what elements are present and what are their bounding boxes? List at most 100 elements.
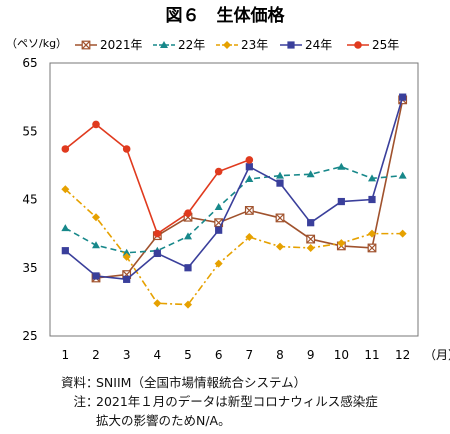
- x-tick-label: 3: [123, 348, 131, 362]
- data-point: [61, 247, 69, 255]
- data-point: [245, 163, 253, 171]
- data-point: [61, 185, 70, 194]
- data-point: [276, 179, 284, 187]
- x-axis: 1 2 3 4 5 6 7 8 9 10 11 12: [62, 348, 411, 362]
- data-point: [215, 226, 223, 234]
- legend-item: 22年: [153, 38, 205, 52]
- legend-item: 24年: [280, 38, 332, 52]
- note-label: 注: [73, 394, 86, 409]
- data-point: [92, 241, 100, 249]
- data-point: [368, 195, 376, 204]
- data-point: [214, 167, 223, 176]
- data-point: [307, 219, 315, 227]
- x-tick-label: 6: [215, 348, 223, 362]
- x-axis-unit-label: （月）: [424, 348, 450, 362]
- data-point: [122, 145, 131, 153]
- data-point: [123, 275, 131, 283]
- data-point: [245, 175, 254, 183]
- data-point: [275, 213, 285, 223]
- note-line-1: 2021年１月のデータは新型コロナウィルス感染症: [96, 394, 378, 409]
- data-point: [337, 239, 346, 248]
- data-point: [184, 264, 192, 272]
- data-point: [276, 242, 284, 251]
- data-point: [398, 229, 407, 238]
- source-label: 資料: [60, 375, 86, 390]
- legend-item: 25年: [347, 38, 399, 52]
- legend-marker: [354, 41, 362, 49]
- data-point: [184, 300, 192, 309]
- y-axis: 25 35 45 55 65: [22, 56, 37, 343]
- data-point: [368, 229, 376, 238]
- series-0: [91, 95, 408, 283]
- data-point: [245, 233, 254, 242]
- legend-label: 23年: [241, 38, 268, 52]
- data-point: [306, 243, 315, 252]
- x-tick-label: 1: [62, 348, 70, 362]
- data-point: [398, 171, 407, 179]
- legend-label: 22年: [178, 38, 205, 52]
- x-tick-label: 2: [92, 348, 100, 362]
- legend-label: 24年: [305, 38, 332, 52]
- data-point: [337, 162, 346, 170]
- x-tick-label: 7: [246, 348, 254, 362]
- data-point: [306, 234, 316, 244]
- legend-label: 25年: [372, 38, 399, 52]
- series-3: [61, 93, 407, 283]
- y-tick-label: 35: [22, 261, 37, 275]
- legend: 2021年 22年 23年 24年 25年: [75, 38, 399, 52]
- x-tick-label: 11: [364, 348, 379, 362]
- x-tick-label: 9: [307, 348, 315, 362]
- data-point: [122, 248, 131, 256]
- legend-item: 23年: [216, 38, 268, 52]
- legend-marker: [160, 41, 168, 48]
- source-text: SNIIM（全国市場情報統合システム）: [96, 375, 307, 390]
- footnote-continued: 拡大の影響のためN/A。: [40, 411, 378, 430]
- data-point: [153, 299, 162, 308]
- series-1: [61, 162, 407, 256]
- series-4: [61, 120, 254, 238]
- legend-label: 2021年: [100, 38, 143, 52]
- data-point: [276, 171, 284, 179]
- data-point: [122, 252, 131, 261]
- series-layer: [61, 93, 408, 309]
- data-point: [92, 120, 100, 129]
- series-2: [61, 185, 407, 309]
- legend-item: 2021年: [75, 38, 143, 52]
- plot-frame: [49, 62, 419, 337]
- y-axis-unit-label: （ペソ/kg）: [6, 37, 67, 50]
- legend-marker: [81, 40, 91, 50]
- data-point: [367, 243, 377, 253]
- legend-marker: [223, 41, 231, 49]
- data-point: [92, 213, 100, 222]
- footnote: 注： 2021年１月のデータは新型コロナウィルス感染症: [40, 392, 378, 411]
- x-tick-label: 8: [276, 348, 284, 362]
- x-tick-label: 4: [154, 348, 162, 362]
- y-tick-label: 65: [22, 56, 37, 70]
- data-point: [92, 272, 100, 280]
- x-tick-label: 12: [395, 348, 410, 362]
- series-line: [64, 96, 404, 281]
- y-tick-label: 55: [22, 124, 37, 138]
- note-line-2: 拡大の影響のためN/A。: [96, 413, 231, 428]
- data-point: [184, 232, 192, 240]
- data-point: [214, 259, 223, 268]
- data-point: [306, 170, 315, 178]
- data-point: [368, 174, 376, 182]
- data-point: [245, 156, 254, 164]
- chart-title: 図６ 生体価格: [166, 5, 286, 26]
- x-tick-label: 10: [334, 348, 349, 362]
- data-point: [153, 249, 161, 258]
- y-tick-label: 25: [22, 329, 37, 343]
- data-point: [399, 93, 407, 101]
- data-point: [214, 203, 223, 211]
- source-note: 資料： SNIIM（全国市場情報統合システム）: [40, 373, 378, 392]
- data-point: [61, 224, 70, 232]
- legend-marker: [287, 41, 295, 49]
- data-point: [244, 206, 254, 215]
- series-line: [64, 165, 403, 254]
- data-point: [184, 209, 192, 217]
- data-point: [61, 145, 70, 153]
- data-point: [153, 229, 162, 238]
- data-point: [337, 197, 345, 206]
